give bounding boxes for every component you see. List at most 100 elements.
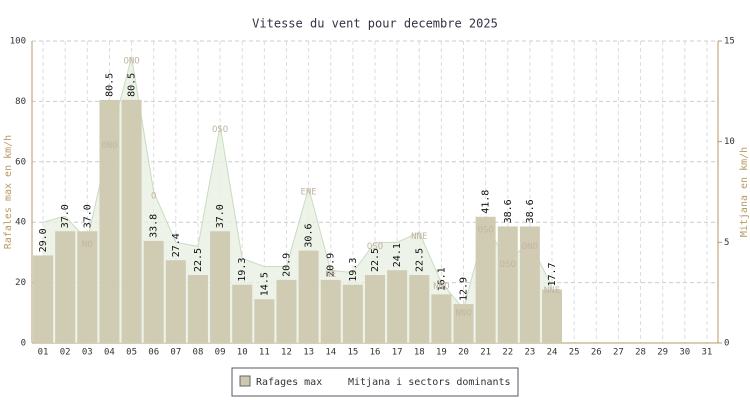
y-tick-label: 100 [10, 37, 26, 47]
bar [165, 260, 186, 343]
x-tick-label: 11 [259, 348, 270, 358]
x-tick-label: 29 [657, 348, 668, 358]
bar [276, 279, 297, 343]
value-label: 30.6 [304, 223, 315, 247]
y-axis-label: Rafales max en km/h [3, 135, 14, 249]
sector-label: ONO [522, 242, 538, 252]
y-tick-label: 40 [15, 218, 26, 228]
x-tick-label: 24 [547, 348, 558, 358]
x-tick-label: 01 [38, 348, 49, 358]
y-tick-label: 20 [15, 278, 26, 288]
sector-label: OSO [478, 226, 494, 236]
x-tick-label: 27 [613, 348, 624, 358]
x-tick-label: 28 [635, 348, 646, 358]
value-label: 80.5 [104, 73, 115, 97]
y2-tick-label: 0 [724, 339, 729, 349]
value-label: 12.9 [459, 277, 470, 301]
x-tick-label: 18 [414, 348, 425, 358]
value-label: 16.1 [436, 267, 447, 291]
x-tick-label: 07 [170, 348, 181, 358]
bar [33, 255, 54, 343]
value-label: 14.5 [259, 272, 270, 296]
sector-label: ENE [300, 187, 316, 197]
value-label: 24.1 [392, 243, 403, 267]
bar [519, 226, 540, 343]
x-tick-label: 13 [303, 348, 314, 358]
value-label: 19.3 [348, 258, 359, 282]
legend-box [231, 367, 519, 397]
bar [55, 231, 76, 343]
x-tick-label: 06 [148, 348, 159, 358]
value-label: 38.6 [525, 199, 536, 223]
bar [77, 231, 98, 343]
y2-axis-label: Mitjana en km/h [739, 147, 750, 237]
x-tick-label: 03 [82, 348, 93, 358]
x-tick-label: 17 [392, 348, 403, 358]
x-tick-label: 08 [193, 348, 204, 358]
legend-label: Mitjana i sectors dominants [348, 377, 511, 388]
bar [409, 275, 430, 343]
value-label: 19.3 [237, 258, 248, 282]
chart-title: Vitesse du vent pour decembre 2025 [252, 17, 498, 31]
bar [210, 231, 231, 343]
legend-label: Rafages max [256, 377, 322, 388]
x-tick-label: 10 [237, 348, 248, 358]
bar [431, 294, 452, 343]
value-label: 80.5 [127, 73, 138, 97]
bar [143, 240, 164, 343]
y-tick-label: 60 [15, 157, 26, 167]
sector-label: NNO [455, 308, 471, 318]
sector-label: OSO [500, 260, 516, 270]
value-label: 37.0 [60, 204, 71, 228]
value-label: 29.0 [38, 228, 49, 252]
sector-label: ONO [101, 141, 117, 151]
x-tick-label: 02 [60, 348, 71, 358]
bar [121, 99, 142, 343]
x-tick-label: 31 [702, 348, 713, 358]
sector-label: ONO [123, 57, 139, 67]
value-label: 38.6 [503, 199, 514, 223]
x-tick-label: 04 [104, 348, 115, 358]
x-tick-label: 12 [281, 348, 292, 358]
value-label: 22.5 [370, 248, 381, 272]
sector-label: OSO [212, 125, 228, 135]
legend-swatch [239, 375, 251, 387]
bar [365, 275, 385, 343]
x-tick-label: 15 [347, 348, 358, 358]
x-tick-label: 20 [458, 348, 469, 358]
sector-label: O [151, 192, 156, 202]
sector-label: NE [325, 270, 336, 280]
x-tick-label: 16 [370, 348, 381, 358]
sector-label: OSO [367, 242, 383, 252]
x-tick-label: 23 [524, 348, 535, 358]
x-tick-label: 14 [325, 348, 336, 358]
bar [232, 284, 253, 343]
y2-tick-label: 15 [724, 37, 735, 47]
y2-tick-label: 10 [724, 137, 735, 147]
value-label: 33.8 [149, 214, 160, 238]
sector-label: NNE [544, 286, 560, 296]
value-label: 37.0 [82, 204, 93, 228]
x-tick-label: 25 [569, 348, 580, 358]
bar [475, 216, 496, 343]
y2-tick-label: 5 [724, 238, 729, 248]
bar [254, 299, 275, 343]
value-label: 17.7 [547, 262, 558, 286]
area-line [42, 56, 553, 310]
x-tick-label: 09 [215, 348, 226, 358]
y-tick-label: 0 [21, 339, 26, 349]
sector-label: NNO [433, 282, 449, 292]
value-label: 20.9 [326, 253, 337, 277]
bar [453, 304, 474, 343]
bar [342, 284, 363, 343]
value-label: 20.9 [281, 253, 292, 277]
sector-label: NNE [411, 232, 427, 242]
x-tick-label: 21 [480, 348, 491, 358]
value-label: 37.0 [215, 204, 226, 228]
x-tick-label: 19 [436, 348, 447, 358]
sector-label: NO [82, 240, 93, 250]
bar [187, 275, 208, 343]
value-label: 41.8 [481, 190, 492, 214]
x-tick-label: 30 [679, 348, 690, 358]
